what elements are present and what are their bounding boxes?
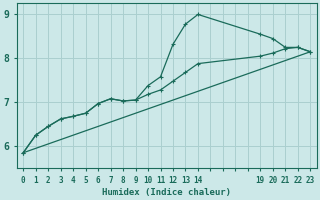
X-axis label: Humidex (Indice chaleur): Humidex (Indice chaleur) <box>102 188 231 197</box>
